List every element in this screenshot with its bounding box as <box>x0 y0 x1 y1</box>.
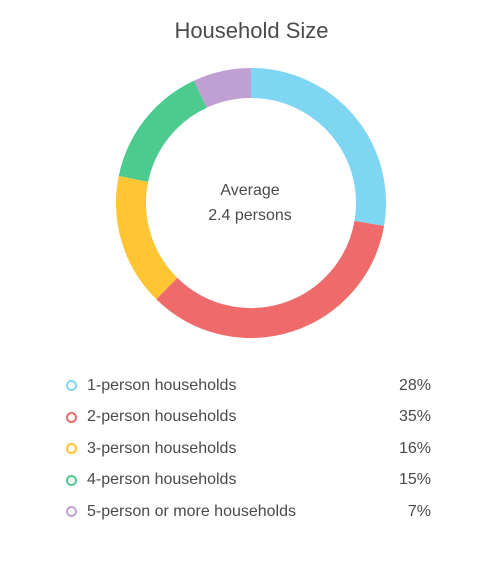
donut-slices <box>116 68 386 338</box>
legend-marker-icon <box>66 411 77 423</box>
legend-item-4: 4-person households 15% <box>66 465 431 497</box>
legend-label: 3-person households <box>87 439 237 457</box>
donut-chart <box>116 68 386 338</box>
legend-item-5: 5-person or more households 7% <box>66 496 431 528</box>
legend-value: 35% <box>398 408 431 426</box>
legend-label: 5-person or more households <box>87 502 297 520</box>
legend-marker-icon <box>66 474 77 486</box>
legend-item-2: 2-person households 35% <box>66 402 431 434</box>
legend-label: 4-person households <box>87 471 237 489</box>
donut-slice-1 <box>250 68 386 226</box>
donut-slice-2 <box>156 220 385 338</box>
legend-label: 2-person households <box>87 408 237 426</box>
legend-value: 15% <box>398 471 431 489</box>
donut-slice-5 <box>194 68 252 108</box>
legend-value: 28% <box>398 376 431 394</box>
legend-value: 16% <box>398 439 431 457</box>
legend-value: 7% <box>407 502 431 520</box>
donut-center-label: Average 2.4 persons <box>150 178 350 228</box>
legend-marker-icon <box>66 443 77 455</box>
legend-item-3: 3-person households 16% <box>66 433 431 465</box>
chart-title: Household Size <box>174 18 329 43</box>
center-label-line1: Average <box>220 182 280 199</box>
donut-slice-4 <box>118 80 208 183</box>
legend-marker-icon <box>66 380 77 392</box>
chart-legend: 1-person households 28% 2-person household… <box>66 370 431 528</box>
legend-label: 1-person households <box>87 376 237 394</box>
legend-marker-icon <box>66 506 77 518</box>
center-label-line2: 2.4 persons <box>208 207 292 224</box>
legend-item-1: 1-person households 28% <box>66 370 431 402</box>
donut-slice-3 <box>116 175 178 300</box>
